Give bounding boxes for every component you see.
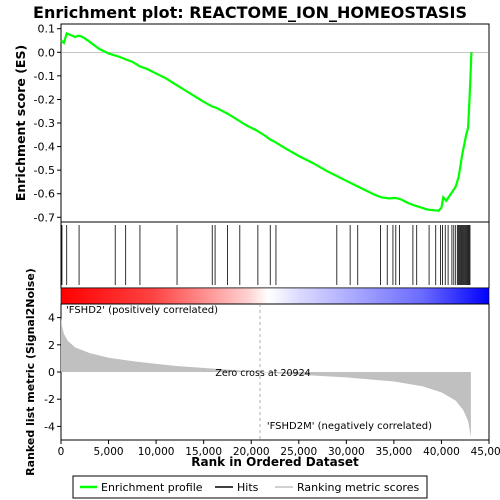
rank-y-tick-label: 0: [48, 366, 55, 379]
es-y-tick-label: -0.2: [34, 93, 55, 106]
x-tick-label: 0: [58, 446, 65, 458]
x-tick-label: 5,000: [94, 446, 124, 458]
x-tick-label: 45,000: [471, 446, 500, 458]
negative-label: 'FSHD2M' (negatively correlated): [267, 421, 432, 432]
rank-y-tick-label: -4: [44, 420, 55, 433]
zero-cross-label: Zero cross at 20924: [215, 368, 310, 379]
legend-box: [72, 475, 428, 499]
x-tick-label: 15,000: [185, 446, 222, 458]
chart-title: Enrichment plot: REACTOME_ION_HOMEOSTASI…: [33, 3, 467, 22]
es-y-tick-label: -0.3: [34, 117, 55, 130]
es-panel: 0.1 0.0 -0.1 -0.2 -0.3 -0.4 -0.5 -0.6 -0.7 Enric…: [13, 23, 490, 224]
x-tick-label: 40,000: [423, 446, 460, 458]
x-tick-label: 10,000: [138, 446, 175, 458]
legend: Enrichment profile Hits Ranking metric s…: [72, 475, 428, 499]
rank-y-tick-label: 2: [48, 339, 55, 352]
x-tick-label: 30,000: [328, 446, 365, 458]
legend-profile-label: Enrichment profile: [101, 481, 203, 494]
ranking-metric-area: [61, 317, 471, 438]
legend-hits-label: Hits: [237, 481, 259, 494]
rank-color-bar: [60, 287, 490, 305]
x-axis: 0 5,000 10,000 15,000 20,000 25,000 30,000 35,0…: [58, 440, 500, 458]
es-y-tick-label: -0.1: [34, 70, 55, 83]
rank-y-tick-label: 4: [48, 312, 55, 325]
legend-metric-label: Ranking metric scores: [297, 481, 419, 494]
es-y-tick-label: -0.7: [34, 211, 55, 224]
rank-panel: 4 2 0 -2 -4 Zero cross at 20924 'FSHD2' (pos…: [24, 268, 490, 476]
hit-lines: [61, 225, 471, 285]
es-plot-frame: [60, 23, 490, 223]
x-tick-label: 25,000: [280, 446, 317, 458]
hits-frame: [60, 221, 490, 289]
enrichment-profile-line: [60, 31, 473, 212]
es-y-tick-label: 0.0: [38, 46, 56, 59]
rank-y-axis: 4 2 0 -2 -4: [44, 312, 61, 433]
es-y-tick-label: 0.1: [38, 23, 56, 36]
rank-color-bar-fill: [60, 287, 490, 305]
x-axis-label: Rank in Ordered Dataset: [191, 455, 359, 469]
es-y-tick-label: -0.5: [34, 164, 55, 177]
x-tick-label: 35,000: [376, 446, 413, 458]
es-y-tick-label: -0.6: [34, 188, 55, 201]
hits-panel: [60, 221, 490, 289]
es-y-tick-label: -0.4: [34, 141, 55, 154]
positive-label: 'FSHD2' (positively correlated): [66, 305, 218, 316]
rank-y-label: Ranked list metric (Signal2Noise): [24, 268, 37, 476]
es-y-label: Enrichment score (ES): [13, 45, 28, 201]
rank-y-tick-label: -2: [44, 393, 55, 406]
x-tick-label: 20,000: [233, 446, 270, 458]
es-y-axis: 0.1 0.0 -0.1 -0.2 -0.3 -0.4 -0.5 -0.6 -0.7: [34, 23, 61, 224]
